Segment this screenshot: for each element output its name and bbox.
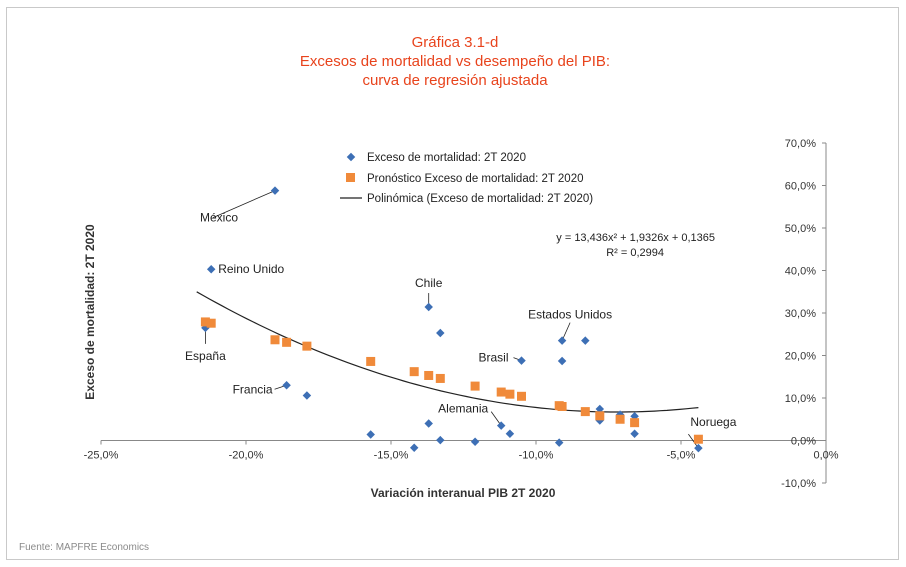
forecast-square-point [580,407,590,417]
polynomial-fit-line [196,291,699,413]
x-tick-label: -5,0% [667,450,696,462]
excess-diamond-point [557,336,567,345]
legend: Exceso de mortalidad: 2T 2020 Pronóstico… [340,152,593,205]
excess-diamond-point [554,438,564,447]
x-tick-label: -20,0% [229,450,264,462]
forecast-square-point [435,373,445,383]
y-axis-title: Exceso de mortalidad: 2T 2020 [83,224,97,400]
country-label: Reino Unido [218,262,284,276]
excess-diamond-point [595,404,605,414]
y-tick-label: 20,0% [785,351,816,363]
country-label: Estados Unidos [528,308,612,322]
annotation-leader-line [561,322,571,341]
y-tick-label: 40,0% [785,266,816,278]
excess-diamond-point [517,356,526,365]
country-label: Alemania [438,402,488,416]
forecast-square-point [496,387,506,397]
country-label: Francia [233,382,273,396]
forecast-square-point [470,381,480,391]
excess-diamond-point [436,435,445,445]
excess-diamond-point [557,356,567,366]
y-tick-label: 30,0% [785,308,816,320]
excess-diamond-point [581,336,590,345]
forecast-square-point [409,367,419,377]
annotations: México Reino Unido España Francia Chile Brasi… [185,211,737,430]
legend-label-excess: Exceso de mortalidad: 2T 2020 [367,152,526,164]
excess-diamond-point [505,429,515,438]
forecast-square-point [424,370,434,380]
x-tick-label: -25,0% [84,450,119,462]
excess-diamond-point [424,419,433,428]
y-tick-label: -10,0% [781,478,816,490]
forecast-square-point [200,317,210,327]
y-tick-label: 50,0% [785,223,816,235]
data-points [200,186,703,453]
forecast-square-point [595,411,605,421]
title-line-2: Excesos de mortalidad vs desempeño del P… [300,53,610,70]
excess-diamond-point [409,443,419,452]
excess-diamond-point [270,186,280,195]
forecast-square-point [615,414,625,424]
title-line-3: curva de regresión ajustada [362,72,548,89]
forecast-square-point [282,337,292,347]
y-tick-label: 60,0% [785,181,816,193]
annotation-leader-line [212,190,276,218]
excess-diamond-point [206,264,216,274]
excess-diamond-point [282,381,291,390]
x-tick-label: -15,0% [374,450,409,462]
legend-label-polynomial: Polinómica (Exceso de mortalidad: 2T 202… [367,193,593,205]
forecast-square-point [302,341,312,351]
forecast-square-point [557,402,567,411]
y-tick-label: 0,0% [791,436,816,448]
chart-title: Gráfica 3.1-d Excesos de mortalidad vs d… [300,34,610,89]
forecast-square-point [270,335,280,345]
excess-diamond-point [366,430,375,439]
legend-label-forecast: Pronóstico Exceso de mortalidad: 2T 2020 [367,173,584,185]
x-tick-label: 0,0% [813,450,838,462]
excess-diamond-point [436,328,445,338]
excess-diamond-point [424,302,433,312]
forecast-square-point [206,318,216,328]
r-squared: R² = 0,2994 [606,247,664,259]
excess-diamond-point [694,443,703,453]
forecast-square-point [505,389,515,399]
forecast-square-point [630,418,640,428]
country-label: México [200,211,238,225]
country-label: España [185,349,226,363]
title-line-1: Gráfica 3.1-d [412,34,499,51]
country-label: Noruega [690,415,736,429]
y-tick-label: 10,0% [785,393,816,405]
forecast-square-point [693,434,703,444]
excess-diamond-point [496,421,506,430]
forecast-square-point [366,356,376,366]
source-note: Fuente: MAPFRE Economics [19,542,149,553]
legend-marker-diamond [346,152,356,162]
excess-diamond-point [302,391,312,400]
forecast-square-point [517,391,526,401]
regression-equation: y = 13,436x² + 1,9326x + 0,1365 [556,232,715,244]
excess-diamond-point [470,437,480,447]
axes: -25,0% -20,0% -15,0% -10,0% -5,0% 0,0% -10,0% 0… [84,138,839,490]
country-label: Chile [415,276,443,290]
y-tick-label: 70,0% [785,138,816,150]
country-label: Brasil [478,351,508,365]
x-tick-label: -10,0% [519,450,554,462]
chart-frame [6,7,899,560]
regression-curve [196,291,699,413]
x-axis-title: Variación interanual PIB 2T 2020 [371,486,556,500]
legend-marker-square [346,173,355,182]
excess-diamond-point [630,429,639,438]
